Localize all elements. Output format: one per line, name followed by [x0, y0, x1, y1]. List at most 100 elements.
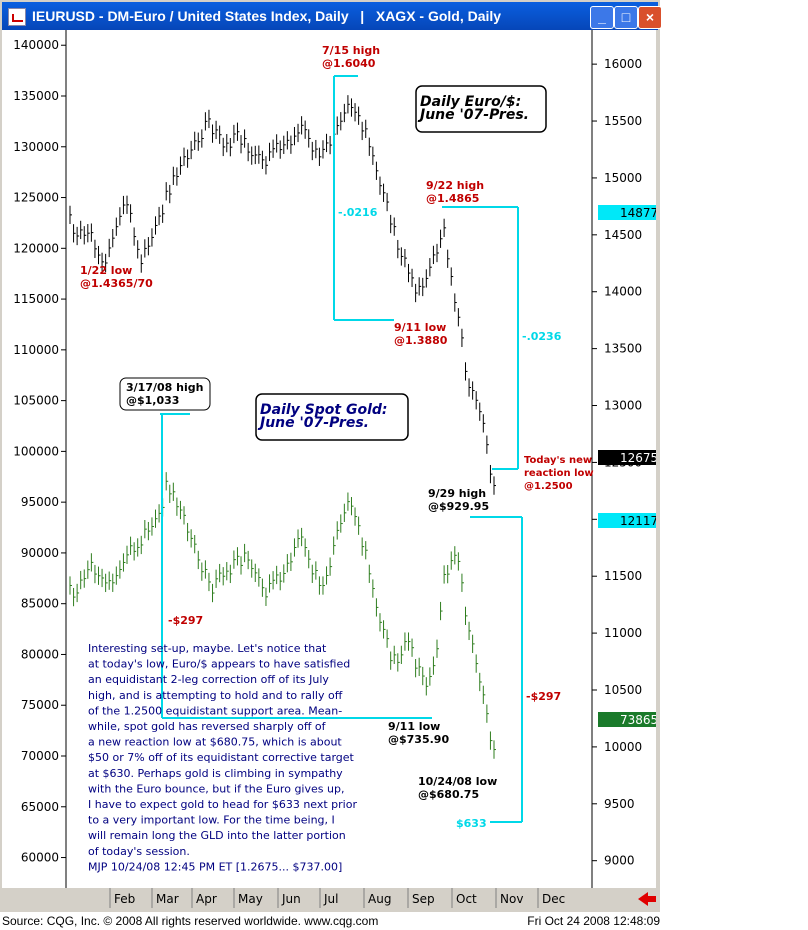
timestamp-text: Fri Oct 24 2008 12:48:09 [527, 914, 660, 928]
left-tick-label: 120000 [13, 241, 59, 255]
jan22-label: @1.4365/70 [80, 277, 153, 290]
mar17-label: @$1,033 [126, 394, 179, 407]
price-badge-label: 12675 [620, 451, 656, 465]
x-month-label: Nov [500, 892, 523, 906]
gold-leg1-diff: -$297 [168, 614, 203, 627]
commentary-line: to a very important low. For the time be… [88, 814, 335, 827]
commentary-line: Interesting set-up, maybe. Let's notice … [88, 642, 327, 655]
jul15-label: 7/15 high [322, 44, 380, 57]
right-tick-label: 15000 [604, 171, 642, 185]
x-month-label: Jun [281, 892, 301, 906]
commentary-line: of today's session. [88, 845, 190, 858]
chart-icon[interactable] [8, 8, 26, 26]
right-tick-label: 14500 [604, 228, 642, 242]
commentary-line: MJP 10/24/08 12:45 PM ET [1.2675... $737… [88, 860, 342, 873]
left-tick-label: 135000 [13, 89, 59, 103]
sep11-gold-label: @$735.90 [388, 733, 449, 746]
scroll-left-arrow-icon[interactable] [638, 892, 656, 906]
plot-background [2, 30, 656, 888]
euro-series [69, 95, 496, 495]
gold-leg2-diff: -$297 [526, 690, 561, 703]
title-bar[interactable]: IEURUSD - DM-Euro / United States Index,… [2, 2, 662, 30]
x-month-label: Apr [196, 892, 217, 906]
todays-low-label: reaction low [524, 468, 594, 479]
price-badge [598, 205, 656, 220]
x-month-label: Feb [114, 892, 135, 906]
gold-series [69, 472, 496, 759]
left-tick-label: 100000 [13, 444, 59, 458]
left-tick-label: 80000 [21, 647, 59, 661]
sep22-label: @1.4865 [426, 192, 479, 205]
sep29-label: 9/29 high [428, 487, 486, 500]
jul15-label: @1.6040 [322, 57, 376, 70]
commentary-line: at $630. Perhaps gold is climbing in sym… [88, 767, 343, 780]
close-icon[interactable]: × [638, 6, 662, 29]
commentary-line: a new reaction low at $680.75, which is … [88, 736, 342, 749]
x-month-label: Oct [456, 892, 477, 906]
jan22-label: 1/22 low [80, 264, 132, 277]
price-badge-label: 14877 [620, 206, 656, 220]
left-tick-label: 105000 [13, 394, 59, 408]
left-tick-label: 90000 [21, 546, 59, 560]
minimize-icon[interactable]: _ [590, 6, 614, 29]
x-month-label: Aug [368, 892, 391, 906]
todays-low-label: @1.2500 [524, 481, 573, 492]
chart-window: IEURUSD - DM-Euro / United States Index,… [0, 0, 662, 912]
oct24-label: 10/24/08 low [418, 775, 497, 788]
left-tick-label: 110000 [13, 343, 59, 357]
commentary-line: while, spot gold has reversed sharply of… [88, 720, 327, 733]
euro-title-text: June '07-Pres. [417, 107, 529, 123]
sep29-label: @$929.95 [428, 500, 489, 513]
commentary-line: will remain long the GLD into the latter… [88, 829, 346, 842]
right-tick-label: 13500 [604, 342, 642, 356]
plot-area[interactable]: 140000 135000 130000 125000 120000 115000 1100… [2, 30, 658, 888]
oct24-label: @$680.75 [418, 788, 479, 801]
commentary-line: I have to expect gold to head for $633 n… [88, 798, 357, 811]
price-badge [598, 712, 656, 727]
left-tick-label: 60000 [21, 851, 59, 865]
price-badge-label: 73865 [620, 713, 656, 727]
right-tick-label: 16000 [604, 57, 642, 71]
todays-low-label: Today's new [524, 455, 592, 466]
x-month-label: May [238, 892, 263, 906]
left-tick-label: 140000 [13, 38, 59, 52]
left-tick-label: 95000 [21, 495, 59, 509]
sep11-euro-label: 9/11 low [394, 321, 446, 334]
left-tick-label: 130000 [13, 140, 59, 154]
left-tick-label: 65000 [21, 800, 59, 814]
left-tick-label: 85000 [21, 597, 59, 611]
right-tick-label: 10000 [604, 740, 642, 754]
right-tick-label: 9500 [604, 797, 635, 811]
x-month-label: Mar [156, 892, 179, 906]
mar17-box [119, 377, 211, 411]
left-tick-label: 125000 [13, 191, 59, 205]
right-tick-label: 15500 [604, 114, 642, 128]
commentary-line: of the 1.2500 equidistant support area. … [88, 704, 342, 717]
sep22-label: 9/22 high [426, 179, 484, 192]
gold-title-box [255, 393, 409, 441]
left-tick-label: 75000 [21, 698, 59, 712]
euro-title-box [415, 85, 547, 133]
euro-leg2-diff: -.0236 [522, 330, 562, 343]
right-tick-label: 9000 [604, 854, 635, 868]
window-title: IEURUSD - DM-Euro / United States Index,… [32, 8, 502, 24]
x-month-label: Sep [412, 892, 435, 906]
chart-svg: 140000 135000 130000 125000 120000 115000 1100… [2, 30, 658, 888]
maximize-icon[interactable]: □ [614, 6, 638, 29]
commentary-line: $50 or 7% off of its equidistant correct… [88, 751, 355, 764]
euro-title-text: Daily Euro/$: [420, 94, 521, 110]
sep11-gold-label: 9/11 low [388, 720, 440, 733]
left-tick-label: 70000 [21, 749, 59, 763]
right-tick-label: 11500 [604, 569, 642, 583]
commentary-line: an equidistant 2-leg correction off of i… [88, 673, 329, 686]
gold-target: $633 [456, 817, 487, 830]
price-badge [598, 513, 656, 528]
right-tick-label: 11000 [604, 626, 642, 640]
source-text: Source: CQG, Inc. © 2008 All rights rese… [2, 914, 379, 928]
price-badge-label: 12117 [620, 514, 656, 528]
commentary-line: high, and is attempting to hold and to r… [88, 689, 343, 702]
sep11-euro-label: @1.3880 [394, 334, 448, 347]
x-axis: Feb Mar Apr May Jun Jul Aug Sep Oct Nov Dec [109, 888, 656, 908]
x-axis-bar: Feb Mar Apr May Jun Jul Aug Sep Oct Nov Dec [2, 888, 656, 910]
x-month-label: Jul [323, 892, 338, 906]
